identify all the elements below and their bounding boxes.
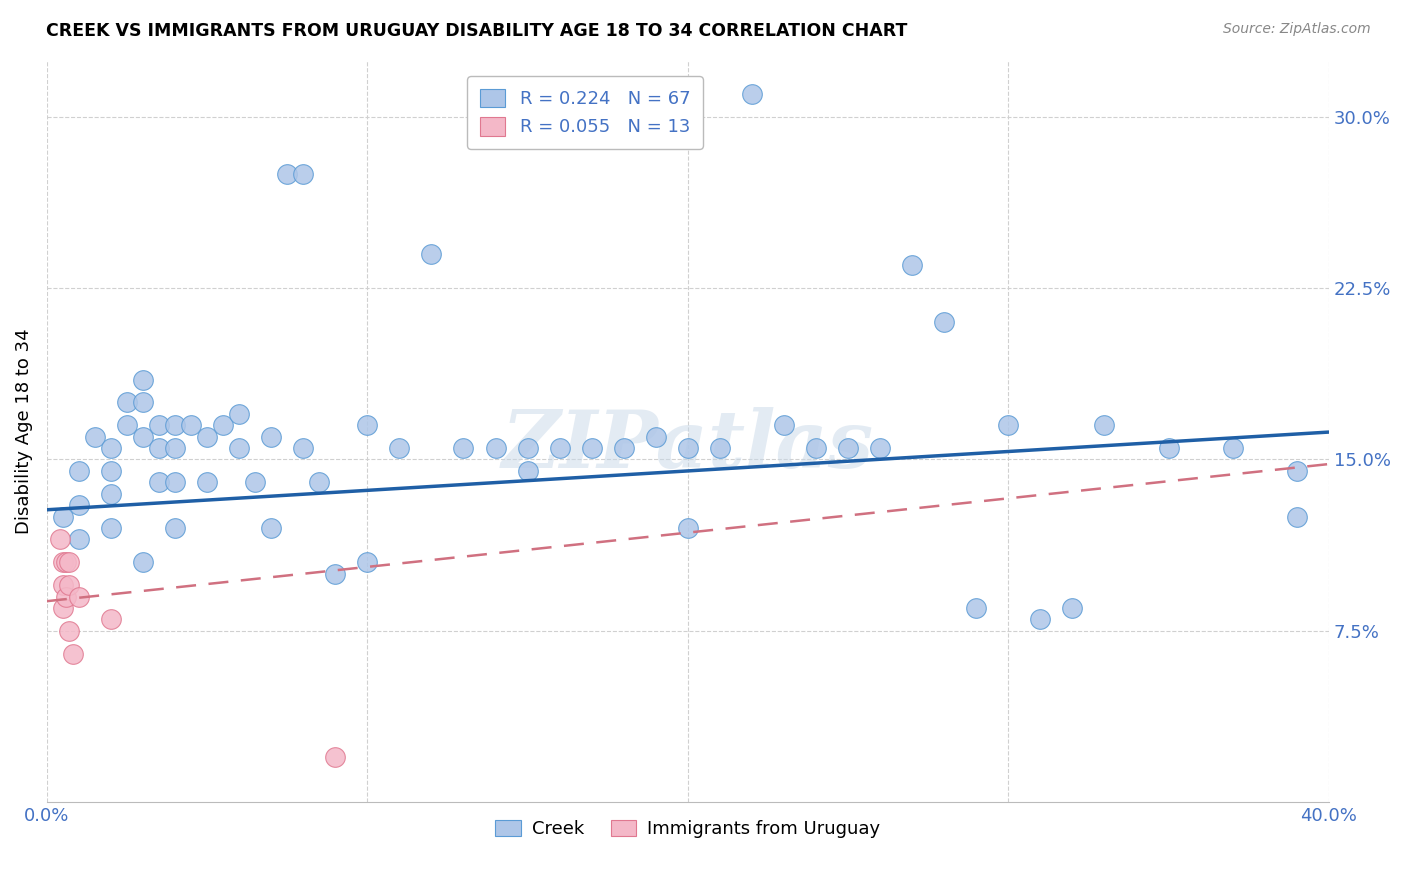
Point	[55, 590, 77, 604]
Point	[148, 441, 170, 455]
Point	[100, 521, 122, 535]
Point	[356, 418, 378, 433]
Point	[260, 430, 283, 444]
Point	[67, 533, 90, 547]
Point	[165, 521, 187, 535]
Point	[773, 418, 796, 433]
Point	[100, 487, 122, 501]
Point	[292, 167, 315, 181]
Point	[869, 441, 891, 455]
Point	[55, 555, 77, 569]
Point	[132, 555, 155, 569]
Point	[1062, 601, 1084, 615]
Point	[195, 475, 218, 490]
Point	[323, 566, 346, 581]
Point	[148, 475, 170, 490]
Text: Source: ZipAtlas.com: Source: ZipAtlas.com	[1223, 22, 1371, 37]
Point	[484, 441, 506, 455]
Point	[132, 372, 155, 386]
Point	[165, 475, 187, 490]
Point	[115, 418, 138, 433]
Point	[100, 441, 122, 455]
Point	[58, 624, 80, 638]
Point	[58, 555, 80, 569]
Point	[260, 521, 283, 535]
Point	[1157, 441, 1180, 455]
Point	[676, 521, 699, 535]
Point	[165, 441, 187, 455]
Point	[276, 167, 298, 181]
Text: ZIPatlas: ZIPatlas	[502, 407, 875, 484]
Legend: Creek, Immigrants from Uruguay: Creek, Immigrants from Uruguay	[488, 813, 887, 846]
Point	[52, 555, 75, 569]
Point	[901, 258, 924, 272]
Point	[132, 395, 155, 409]
Point	[212, 418, 235, 433]
Point	[1285, 464, 1308, 478]
Text: CREEK VS IMMIGRANTS FROM URUGUAY DISABILITY AGE 18 TO 34 CORRELATION CHART: CREEK VS IMMIGRANTS FROM URUGUAY DISABIL…	[46, 22, 908, 40]
Point	[997, 418, 1019, 433]
Point	[676, 441, 699, 455]
Point	[709, 441, 731, 455]
Point	[1094, 418, 1116, 433]
Point	[100, 612, 122, 626]
Point	[52, 601, 75, 615]
Point	[1029, 612, 1052, 626]
Point	[308, 475, 330, 490]
Point	[1285, 509, 1308, 524]
Point	[837, 441, 859, 455]
Point	[323, 749, 346, 764]
Point	[52, 578, 75, 592]
Point	[228, 441, 250, 455]
Point	[965, 601, 987, 615]
Point	[804, 441, 827, 455]
Y-axis label: Disability Age 18 to 34: Disability Age 18 to 34	[15, 328, 32, 533]
Point	[100, 464, 122, 478]
Point	[180, 418, 202, 433]
Point	[115, 395, 138, 409]
Point	[581, 441, 603, 455]
Point	[420, 247, 443, 261]
Point	[165, 418, 187, 433]
Point	[84, 430, 107, 444]
Point	[356, 555, 378, 569]
Point	[934, 315, 956, 329]
Point	[58, 578, 80, 592]
Point	[245, 475, 267, 490]
Point	[67, 590, 90, 604]
Point	[228, 407, 250, 421]
Point	[388, 441, 411, 455]
Point	[67, 464, 90, 478]
Point	[52, 509, 75, 524]
Point	[132, 430, 155, 444]
Point	[516, 441, 538, 455]
Point	[1222, 441, 1244, 455]
Point	[613, 441, 636, 455]
Point	[516, 464, 538, 478]
Point	[644, 430, 666, 444]
Point	[148, 418, 170, 433]
Point	[292, 441, 315, 455]
Point	[67, 498, 90, 512]
Point	[195, 430, 218, 444]
Point	[62, 647, 84, 661]
Point	[453, 441, 475, 455]
Point	[548, 441, 571, 455]
Point	[741, 87, 763, 101]
Point	[48, 533, 70, 547]
